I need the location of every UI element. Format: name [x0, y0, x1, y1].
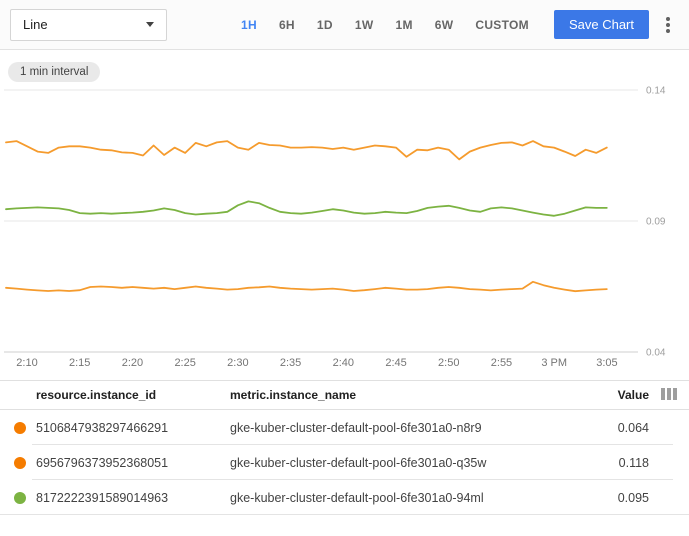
cell-instance-name: gke-kuber-cluster-default-pool-6fe301a0-…: [230, 490, 484, 505]
more-options-icon[interactable]: [659, 11, 677, 39]
table-body: 5106847938297466291 gke-kuber-cluster-def…: [0, 410, 689, 515]
x-axis-tick-label: 2:20: [122, 357, 143, 369]
cell-instance-name: gke-kuber-cluster-default-pool-6fe301a0-…: [230, 420, 482, 435]
col-header-instance-id[interactable]: resource.instance_id: [36, 388, 157, 402]
x-axis-tick-label: 3:05: [596, 357, 617, 369]
cell-instance-id: 5106847938297466291: [36, 420, 169, 435]
save-chart-button[interactable]: Save Chart: [553, 10, 649, 39]
table-header: resource.instance_id metric.instance_nam…: [0, 380, 689, 410]
line-chart[interactable]: 0.14 0.09 0.04 2:10 2:15 2:20 2:25 2:30 2:35 2:40…: [0, 50, 689, 380]
cell-value: 0.064: [617, 420, 649, 435]
series-line-94ml[interactable]: [5, 200, 608, 217]
chart-type-select[interactable]: Line: [10, 8, 167, 41]
cell-value: 0.118: [618, 455, 649, 470]
chart-toolbar: Line 1H 6H 1D 1W 1M 6W CUSTOM Save Chart: [0, 0, 689, 50]
table-row[interactable]: 8172222391589014963 gke-kuber-cluster-def…: [0, 480, 689, 515]
series-color-dot: [14, 421, 26, 434]
series-line-q35w[interactable]: [5, 140, 608, 161]
range-button-custom[interactable]: CUSTOM: [466, 12, 538, 38]
range-button-1w[interactable]: 1W: [346, 12, 383, 38]
cell-instance-id: 8172222391589014963: [36, 490, 169, 505]
cell-instance-id: 6956796373952368051: [36, 455, 169, 470]
column-selector-icon[interactable]: [649, 387, 689, 403]
legend-table: resource.instance_id metric.instance_nam…: [0, 380, 689, 515]
x-axis-tick-label: 2:25: [174, 357, 195, 369]
chart-type-value: Line: [23, 17, 48, 32]
x-axis-tick-label: 2:10: [16, 357, 37, 369]
y-axis-tick-label: 0.14: [646, 86, 666, 97]
table-row[interactable]: 5106847938297466291 gke-kuber-cluster-def…: [0, 410, 689, 445]
y-axis-tick-label: 0.09: [646, 217, 666, 228]
time-range-group: 1H 6H 1D 1W 1M 6W CUSTOM: [230, 12, 540, 38]
chart-area: 1 min interval 0.14 0.09 0.04 2:10 2:15 2:20 2…: [0, 50, 689, 380]
chevron-down-icon: [146, 22, 154, 27]
x-axis-tick-label: 2:30: [227, 357, 248, 369]
range-button-1m[interactable]: 1M: [386, 12, 421, 38]
series-color-dot: [14, 491, 26, 504]
x-axis-tick-label: 2:35: [280, 357, 301, 369]
range-button-1d[interactable]: 1D: [308, 12, 342, 38]
series-line-n8r9[interactable]: [5, 280, 608, 293]
cell-instance-name: gke-kuber-cluster-default-pool-6fe301a0-…: [230, 455, 487, 470]
x-axis-tick-label: 2:15: [69, 357, 90, 369]
range-button-6h[interactable]: 6H: [270, 12, 304, 38]
x-axis-tick-label: 2:50: [438, 357, 459, 369]
interval-chip-label: 1 min interval: [20, 66, 89, 78]
col-header-instance-name[interactable]: metric.instance_name: [230, 388, 357, 402]
x-axis-tick-label: 3 PM: [541, 357, 567, 369]
interval-chip: 1 min interval: [8, 62, 101, 82]
x-axis-tick-label: 2:45: [385, 357, 406, 369]
range-button-1h[interactable]: 1H: [232, 12, 266, 38]
range-button-6w[interactable]: 6W: [426, 12, 463, 38]
series-color-dot: [14, 456, 26, 469]
y-axis-tick-label: 0.04: [646, 348, 666, 359]
x-axis-tick-label: 2:55: [491, 357, 512, 369]
x-axis-tick-label: 2:40: [333, 357, 354, 369]
col-header-value[interactable]: Value: [617, 388, 649, 402]
cell-value: 0.095: [617, 490, 649, 505]
table-row[interactable]: 6956796373952368051 gke-kuber-cluster-def…: [0, 445, 689, 480]
